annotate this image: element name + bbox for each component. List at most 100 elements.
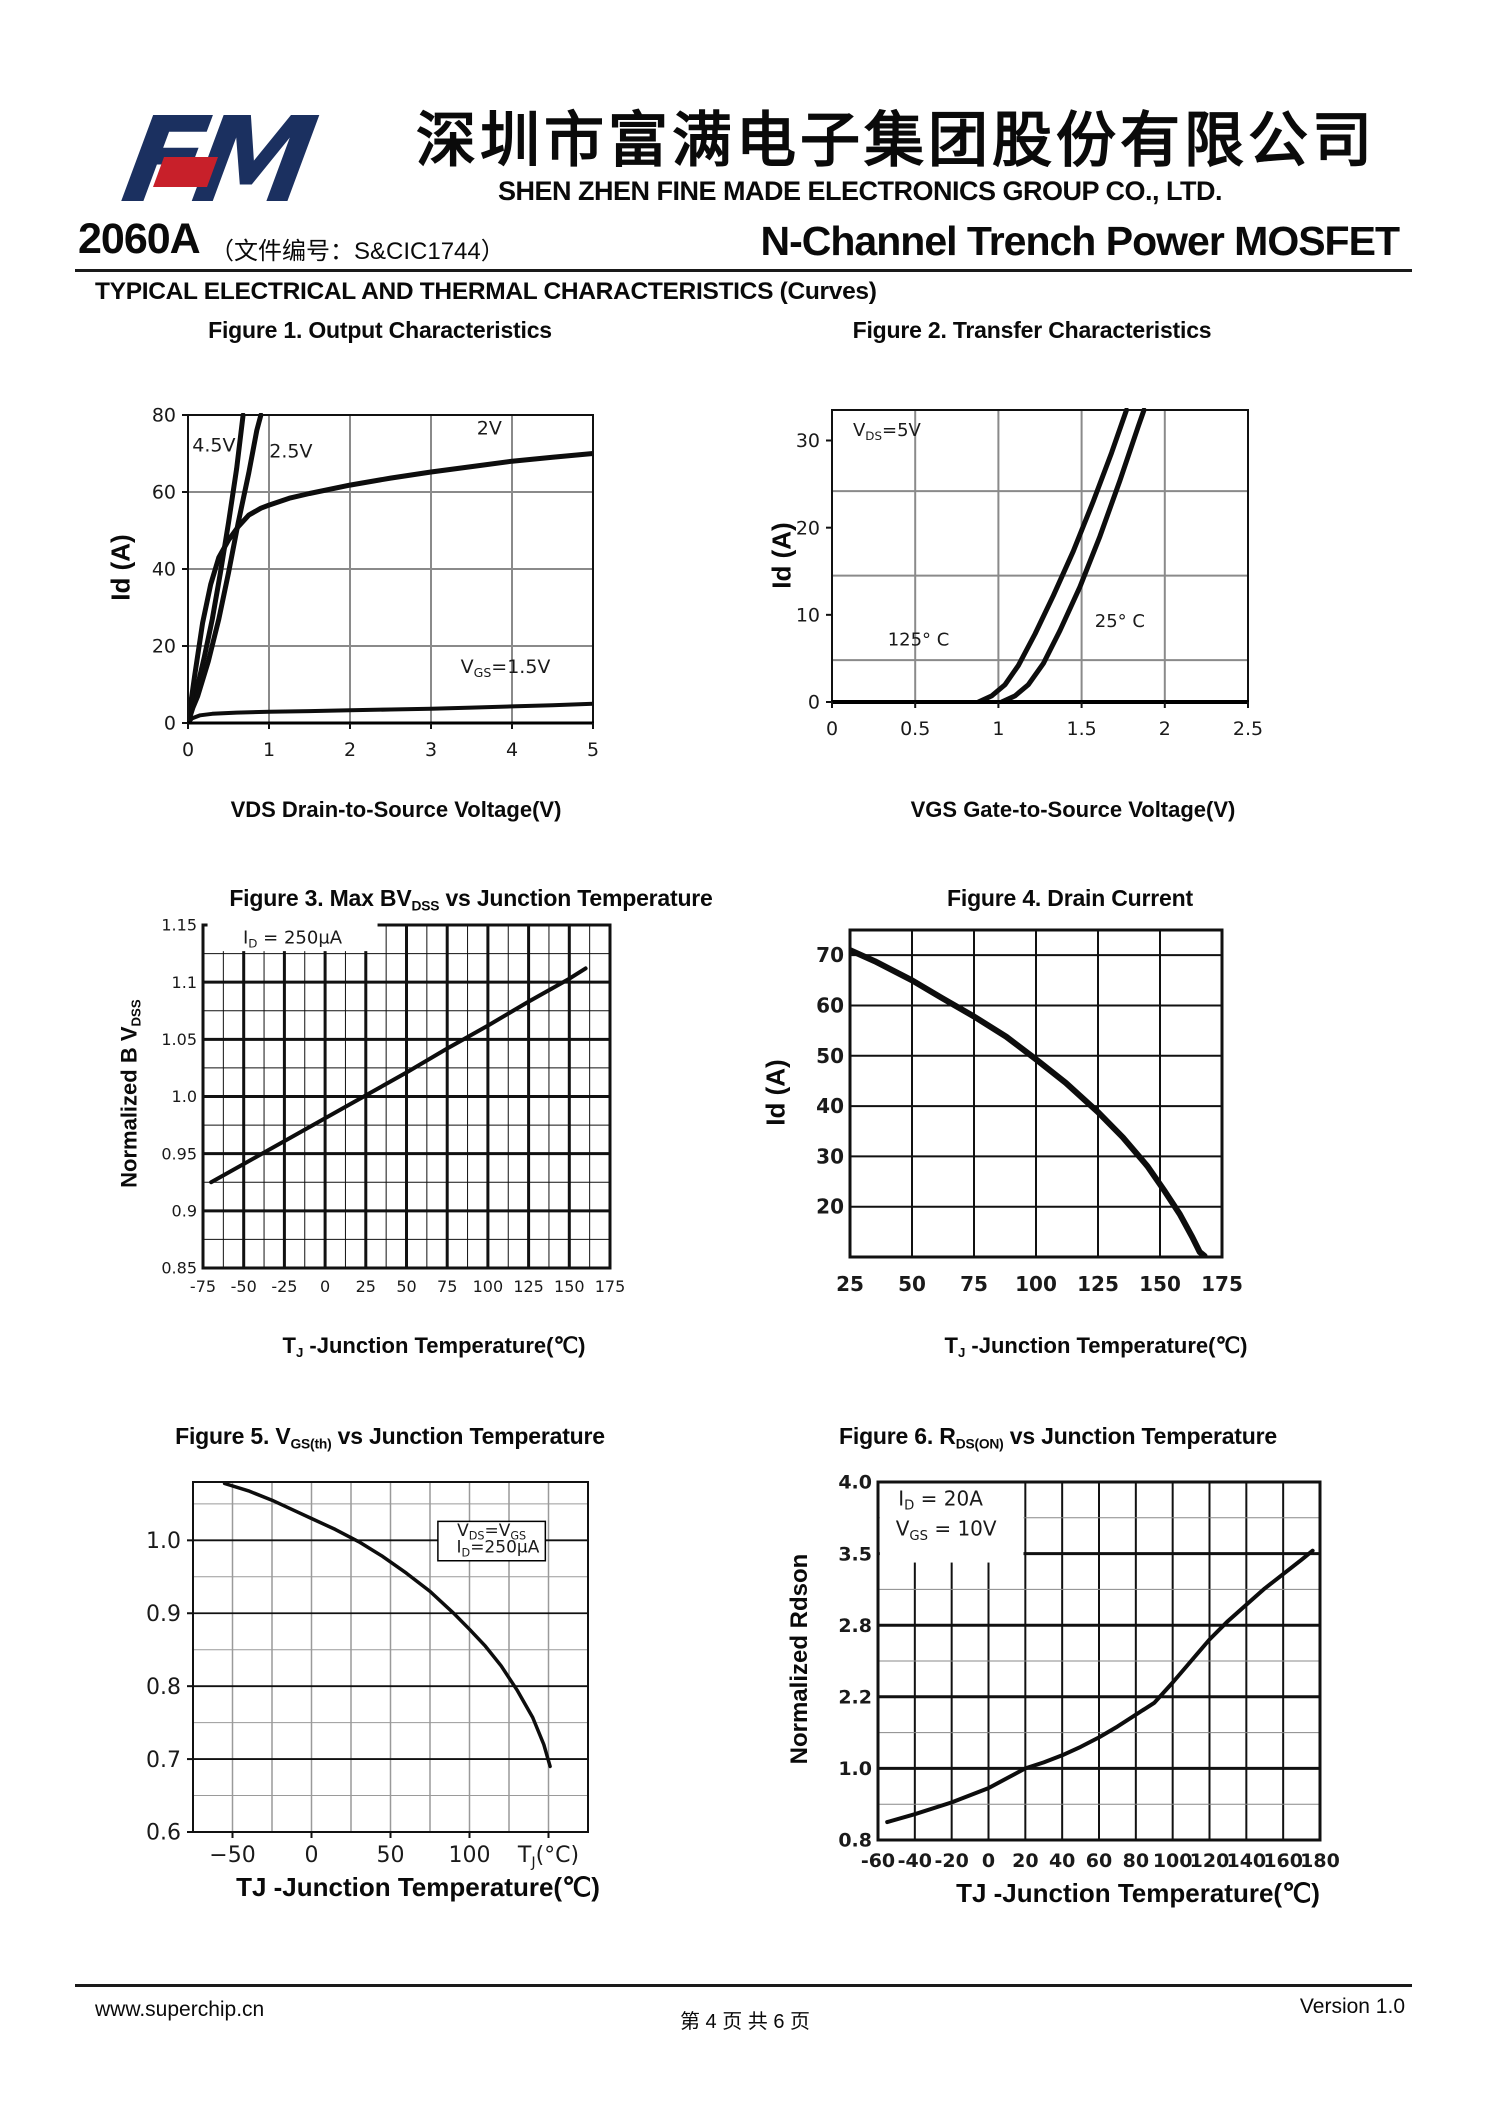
svg-text:0.7: 0.7 (146, 1748, 181, 1773)
figure-1-ylabel: Id (A) (105, 534, 136, 601)
svg-text:-25: -25 (271, 1277, 297, 1296)
svg-text:60: 60 (152, 482, 176, 504)
svg-text:0: 0 (982, 1850, 995, 1872)
svg-text:50: 50 (377, 1843, 405, 1868)
svg-text:100: 100 (1015, 1272, 1057, 1296)
svg-text:125° C: 125° C (888, 629, 950, 650)
fm-logo: FM (114, 103, 324, 215)
footer-website: www.superchip.cn (95, 1998, 265, 2021)
svg-text:0.5: 0.5 (900, 718, 930, 740)
svg-text:40: 40 (1049, 1850, 1075, 1872)
svg-text:2.2: 2.2 (838, 1686, 872, 1708)
fm-logo-letters: FM (114, 103, 324, 215)
svg-text:ID = 20A: ID = 20A (898, 1486, 983, 1513)
svg-text:1.5: 1.5 (1066, 718, 1096, 740)
figure-1-title: Figure 1. Output Characteristics (208, 317, 552, 343)
svg-text:60: 60 (816, 993, 844, 1017)
figure-2-title: Figure 2. Transfer Characteristics (852, 317, 1212, 343)
svg-text:FM: FM (114, 103, 324, 215)
figure-4-chart: 25 50 75 100 125 150 175 20 30 40 50 60 70 (816, 928, 1243, 1296)
svg-text:0: 0 (826, 718, 838, 740)
svg-text:50: 50 (396, 1277, 416, 1296)
svg-text:140: 140 (1226, 1850, 1266, 1872)
svg-text:−50: −50 (209, 1843, 255, 1868)
svg-text:0.6: 0.6 (146, 1821, 181, 1846)
svg-text:3.5: 3.5 (838, 1543, 872, 1565)
svg-text:25: 25 (836, 1272, 864, 1296)
svg-text:1.0: 1.0 (838, 1758, 872, 1780)
svg-text:0.8: 0.8 (838, 1830, 872, 1852)
svg-text:2.5V: 2.5V (269, 440, 312, 462)
svg-text:-40: -40 (898, 1850, 932, 1872)
svg-text:70: 70 (816, 943, 844, 967)
svg-text:0: 0 (320, 1277, 330, 1296)
svg-text:25: 25 (356, 1277, 376, 1296)
svg-text:25° C: 25° C (1095, 611, 1145, 632)
svg-text:1.15: 1.15 (161, 916, 197, 935)
svg-text:20: 20 (1012, 1850, 1038, 1872)
svg-text:0: 0 (808, 692, 820, 714)
svg-text:180: 180 (1300, 1850, 1340, 1872)
svg-text:175: 175 (595, 1277, 626, 1296)
company-name-cn: 深圳市富满电子集团股份有限公司 (416, 106, 1376, 176)
svg-text:20: 20 (816, 1195, 844, 1219)
svg-text:150: 150 (554, 1277, 585, 1296)
fm-logo-red-bar (153, 157, 218, 187)
figure-4-title: Figure 4. Drain Current (947, 885, 1193, 911)
figure-5-title: Figure 5. VGS(th) vs Junction Temperatur… (175, 1423, 605, 1452)
svg-text:2V: 2V (477, 417, 502, 439)
svg-text:60: 60 (1086, 1850, 1112, 1872)
figure-2-ylabel: Id (A) (766, 522, 797, 589)
svg-text:0: 0 (305, 1843, 319, 1868)
svg-text:4.5V: 4.5V (192, 435, 235, 457)
figure-3-xlabel: TJ -Junction Temperature(℃) (282, 1333, 586, 1361)
svg-text:80: 80 (1123, 1850, 1149, 1872)
svg-text:50: 50 (898, 1272, 926, 1296)
svg-text:1: 1 (263, 739, 275, 761)
svg-text:TJ(°C): TJ(°C) (517, 1843, 579, 1871)
svg-text:2.5: 2.5 (1233, 718, 1263, 740)
svg-text:-50: -50 (231, 1277, 257, 1296)
part-number: 2060A (78, 215, 201, 263)
svg-text:10: 10 (796, 604, 820, 626)
figure-5-chart: −50 0 50 100 TJ(°C) 0.6 0.7 0.8 0.9 1.0 VDS=VGSID=… (146, 1481, 589, 1871)
figure-2-xlabel: VGS Gate-to-Source Voltage(V) (910, 797, 1236, 822)
svg-text:ID = 250µA: ID = 250µA (243, 927, 343, 950)
figure-3-title: Figure 3. Max BVDSS vs Junction Temperat… (229, 885, 713, 914)
svg-text:ID=250µA: ID=250µA (457, 1538, 540, 1560)
svg-text:2.8: 2.8 (838, 1615, 872, 1637)
svg-text:VDS=5V: VDS=5V (853, 420, 922, 443)
svg-text:2: 2 (1159, 718, 1171, 740)
svg-text:1.0: 1.0 (172, 1087, 197, 1106)
svg-text:40: 40 (152, 559, 176, 581)
figure-3-chart: -75 -50 -25 0 25 50 75 100 125 150 175 0.85 0.9 0.95 1… (161, 916, 626, 1296)
footer-version: Version 1.0 (1299, 1995, 1405, 2018)
svg-text:0.8: 0.8 (146, 1675, 181, 1700)
svg-text:75: 75 (960, 1272, 988, 1296)
svg-text:1: 1 (992, 718, 1004, 740)
svg-text:30: 30 (816, 1144, 844, 1168)
figure-6-title: Figure 6. RDS(ON) vs Junction Temperatur… (839, 1423, 1277, 1452)
section-heading: TYPICAL ELECTRICAL AND THERMAL CHARACTER… (95, 278, 877, 305)
svg-text:VGS=1.5V: VGS=1.5V (461, 656, 551, 680)
svg-text:150: 150 (1139, 1272, 1181, 1296)
svg-text:0.9: 0.9 (146, 1602, 181, 1627)
svg-text:125: 125 (513, 1277, 544, 1296)
svg-text:1.05: 1.05 (161, 1030, 197, 1049)
svg-text:1.0: 1.0 (146, 1529, 181, 1554)
svg-text:VDS=VGS: VDS=VGS (457, 1521, 526, 1543)
svg-text:1.1: 1.1 (172, 973, 197, 992)
header-rule (75, 269, 1412, 272)
doc-number: （文件编号：S&CIC1744） (210, 238, 505, 265)
svg-text:20: 20 (152, 636, 176, 658)
footer-rule (75, 1984, 1412, 1987)
figure-3-ylabel: Normalized B VDSS (116, 999, 144, 1188)
figure-2-chart: 0 0.5 1 1.5 2 2.5 0 10 20 30 VDS=5V 125° C 25° C (796, 408, 1263, 740)
svg-text:2: 2 (344, 739, 356, 761)
product-title: N-Channel Trench Power MOSFET (760, 218, 1400, 264)
svg-text:100: 100 (449, 1843, 491, 1868)
svg-text:4.0: 4.0 (838, 1472, 872, 1494)
figure-5-xlabel: TJ -Junction Temperature(℃) (236, 1872, 600, 1902)
